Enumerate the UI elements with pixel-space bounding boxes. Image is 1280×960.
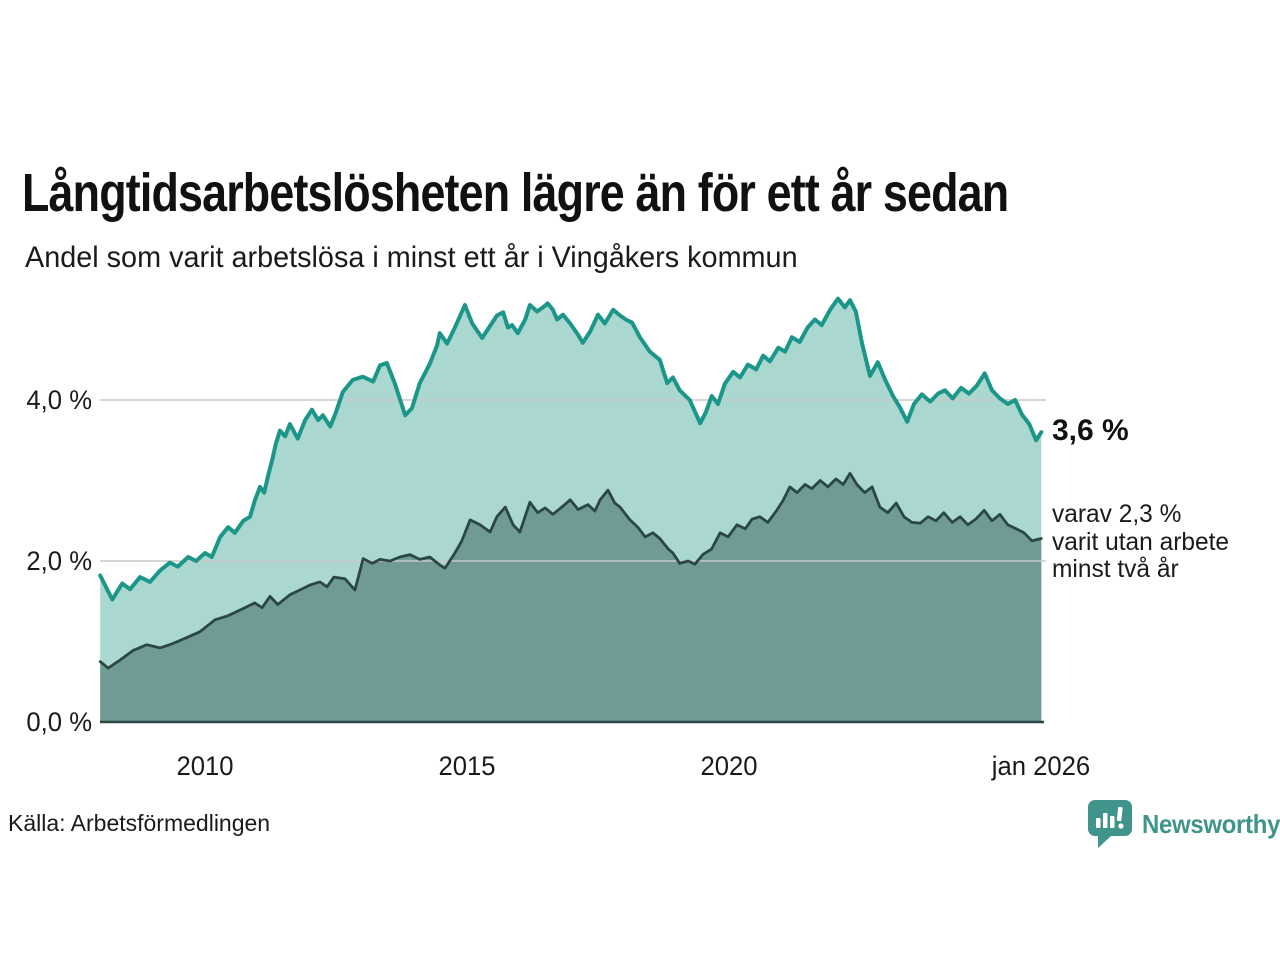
series-line-2 xyxy=(98,471,1043,670)
x-tick-label: 2010 xyxy=(176,751,234,781)
series-line-1 xyxy=(98,296,1044,602)
newsworthy-logo: Newsworthy xyxy=(1087,799,1280,849)
y-tick-label: 0,0 % xyxy=(26,707,92,737)
page-title: Långtidsarbetslösheten lägre än för ett … xyxy=(22,163,1009,224)
y-tick-label: 4,0 % xyxy=(26,385,92,415)
newsworthy-logo-text: Newsworthy xyxy=(1142,808,1280,839)
bar-chart-glyph xyxy=(1096,806,1124,829)
two-year-share-annotation: varav 2,3 % varit utan arbete minst två … xyxy=(1052,500,1230,583)
newsworthy-logo-icon xyxy=(1088,800,1132,848)
x-tick-label: 2015 xyxy=(438,751,496,781)
source-credit: Källa: Arbetsförmedlingen xyxy=(8,810,271,836)
latest-value-annotation: 3,6 % xyxy=(1052,414,1129,447)
series-area-2 xyxy=(100,473,1042,722)
y-tick-label: 2,0 % xyxy=(26,546,92,576)
x-tick-label: jan 2026 xyxy=(992,751,1091,781)
x-tick-label: 2020 xyxy=(700,751,758,781)
page-subtitle: Andel som varit arbetslösa i minst ett å… xyxy=(25,240,798,274)
